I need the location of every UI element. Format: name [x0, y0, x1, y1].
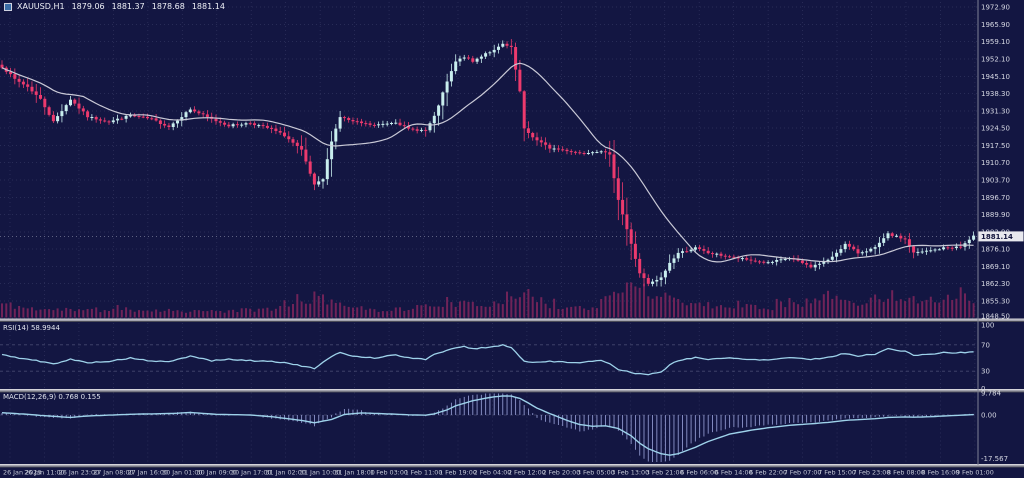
ma-line — [1, 62, 974, 263]
svg-text:1881.14: 1881.14 — [981, 233, 1013, 241]
svg-text:30 Jan 17:00: 30 Jan 17:00 — [231, 469, 271, 477]
svg-text:26 Jan 11:00: 26 Jan 11:00 — [24, 469, 64, 477]
svg-text:2 Feb 20:00: 2 Feb 20:00 — [542, 469, 580, 477]
rsi-pane — [0, 344, 978, 376]
svg-text:27 Jan 16:00: 27 Jan 16:00 — [128, 469, 168, 477]
svg-text:8 Feb 08:00: 8 Feb 08:00 — [887, 469, 925, 477]
svg-text:1945.10: 1945.10 — [981, 73, 1010, 81]
macd-pane — [0, 393, 978, 462]
svg-text:9 Feb 01:00: 9 Feb 01:00 — [956, 469, 994, 477]
svg-text:1896.70: 1896.70 — [981, 194, 1010, 202]
svg-text:1931.30: 1931.30 — [981, 108, 1010, 116]
svg-text:3 Feb 13:00: 3 Feb 13:00 — [611, 469, 649, 477]
svg-text:1917.50: 1917.50 — [981, 142, 1010, 150]
svg-text:2 Feb 12:00: 2 Feb 12:00 — [508, 469, 546, 477]
svg-text:70: 70 — [981, 341, 990, 349]
volume-bars — [1, 282, 975, 318]
svg-text:3 Feb 05:00: 3 Feb 05:00 — [577, 469, 615, 477]
svg-text:6 Feb 14:00: 6 Feb 14:00 — [715, 469, 753, 477]
svg-text:1938.30: 1938.30 — [981, 90, 1010, 98]
svg-text:1903.70: 1903.70 — [981, 177, 1010, 185]
svg-text:1924.50: 1924.50 — [981, 125, 1010, 133]
svg-text:1889.90: 1889.90 — [981, 211, 1010, 219]
svg-text:1862.30: 1862.30 — [981, 280, 1010, 288]
svg-text:7 Feb 07:00: 7 Feb 07:00 — [784, 469, 822, 477]
svg-text:1876.10: 1876.10 — [981, 246, 1010, 254]
current-price-tag: 1881.14 — [978, 231, 1024, 242]
svg-text:8 Feb 16:00: 8 Feb 16:00 — [921, 469, 959, 477]
svg-text:1848.50: 1848.50 — [981, 313, 1010, 321]
svg-text:7 Feb 15:00: 7 Feb 15:00 — [818, 469, 856, 477]
svg-text:30: 30 — [981, 368, 990, 376]
svg-text:1965.90: 1965.90 — [981, 21, 1010, 29]
svg-text:26 Jan 23:00: 26 Jan 23:00 — [59, 469, 99, 477]
svg-text:1959.10: 1959.10 — [981, 38, 1010, 46]
svg-text:9.784: 9.784 — [981, 390, 1002, 398]
svg-text:0: 0 — [981, 385, 985, 393]
svg-text:1 Feb 03:00: 1 Feb 03:00 — [370, 469, 408, 477]
svg-text:31 Jan 10:00: 31 Jan 10:00 — [300, 469, 340, 477]
svg-text:0.00: 0.00 — [981, 412, 997, 420]
svg-text:7 Feb 23:00: 7 Feb 23:00 — [853, 469, 891, 477]
svg-text:1855.30: 1855.30 — [981, 298, 1010, 306]
svg-text:100: 100 — [981, 322, 994, 330]
svg-text:30 Jan 09:00: 30 Jan 09:00 — [197, 469, 237, 477]
panel-separators[interactable] — [0, 318, 1024, 468]
svg-text:1972.90: 1972.90 — [981, 4, 1010, 12]
svg-text:27 Jan 08:00: 27 Jan 08:00 — [93, 469, 133, 477]
svg-text:1952.10: 1952.10 — [981, 56, 1010, 64]
svg-text:1 Feb 11:00: 1 Feb 11:00 — [405, 469, 443, 477]
svg-text:26 Jan 2023: 26 Jan 2023 — [3, 469, 41, 477]
svg-text:31 Jan 18:00: 31 Jan 18:00 — [334, 469, 374, 477]
svg-text:6 Feb 22:00: 6 Feb 22:00 — [749, 469, 787, 477]
svg-text:1 Feb 19:00: 1 Feb 19:00 — [439, 469, 477, 477]
candles — [0, 39, 976, 287]
svg-text:1869.10: 1869.10 — [981, 263, 1010, 271]
svg-text:1910.70: 1910.70 — [981, 159, 1010, 167]
svg-text:30 Jan 01:00: 30 Jan 01:00 — [162, 469, 202, 477]
svg-text:3 Feb 21:00: 3 Feb 21:00 — [646, 469, 684, 477]
svg-text:2 Feb 04:00: 2 Feb 04:00 — [474, 469, 512, 477]
svg-text:31 Jan 02:00: 31 Jan 02:00 — [265, 469, 305, 477]
svg-text:6 Feb 06:00: 6 Feb 06:00 — [680, 469, 718, 477]
svg-text:-17.567: -17.567 — [981, 455, 1008, 463]
